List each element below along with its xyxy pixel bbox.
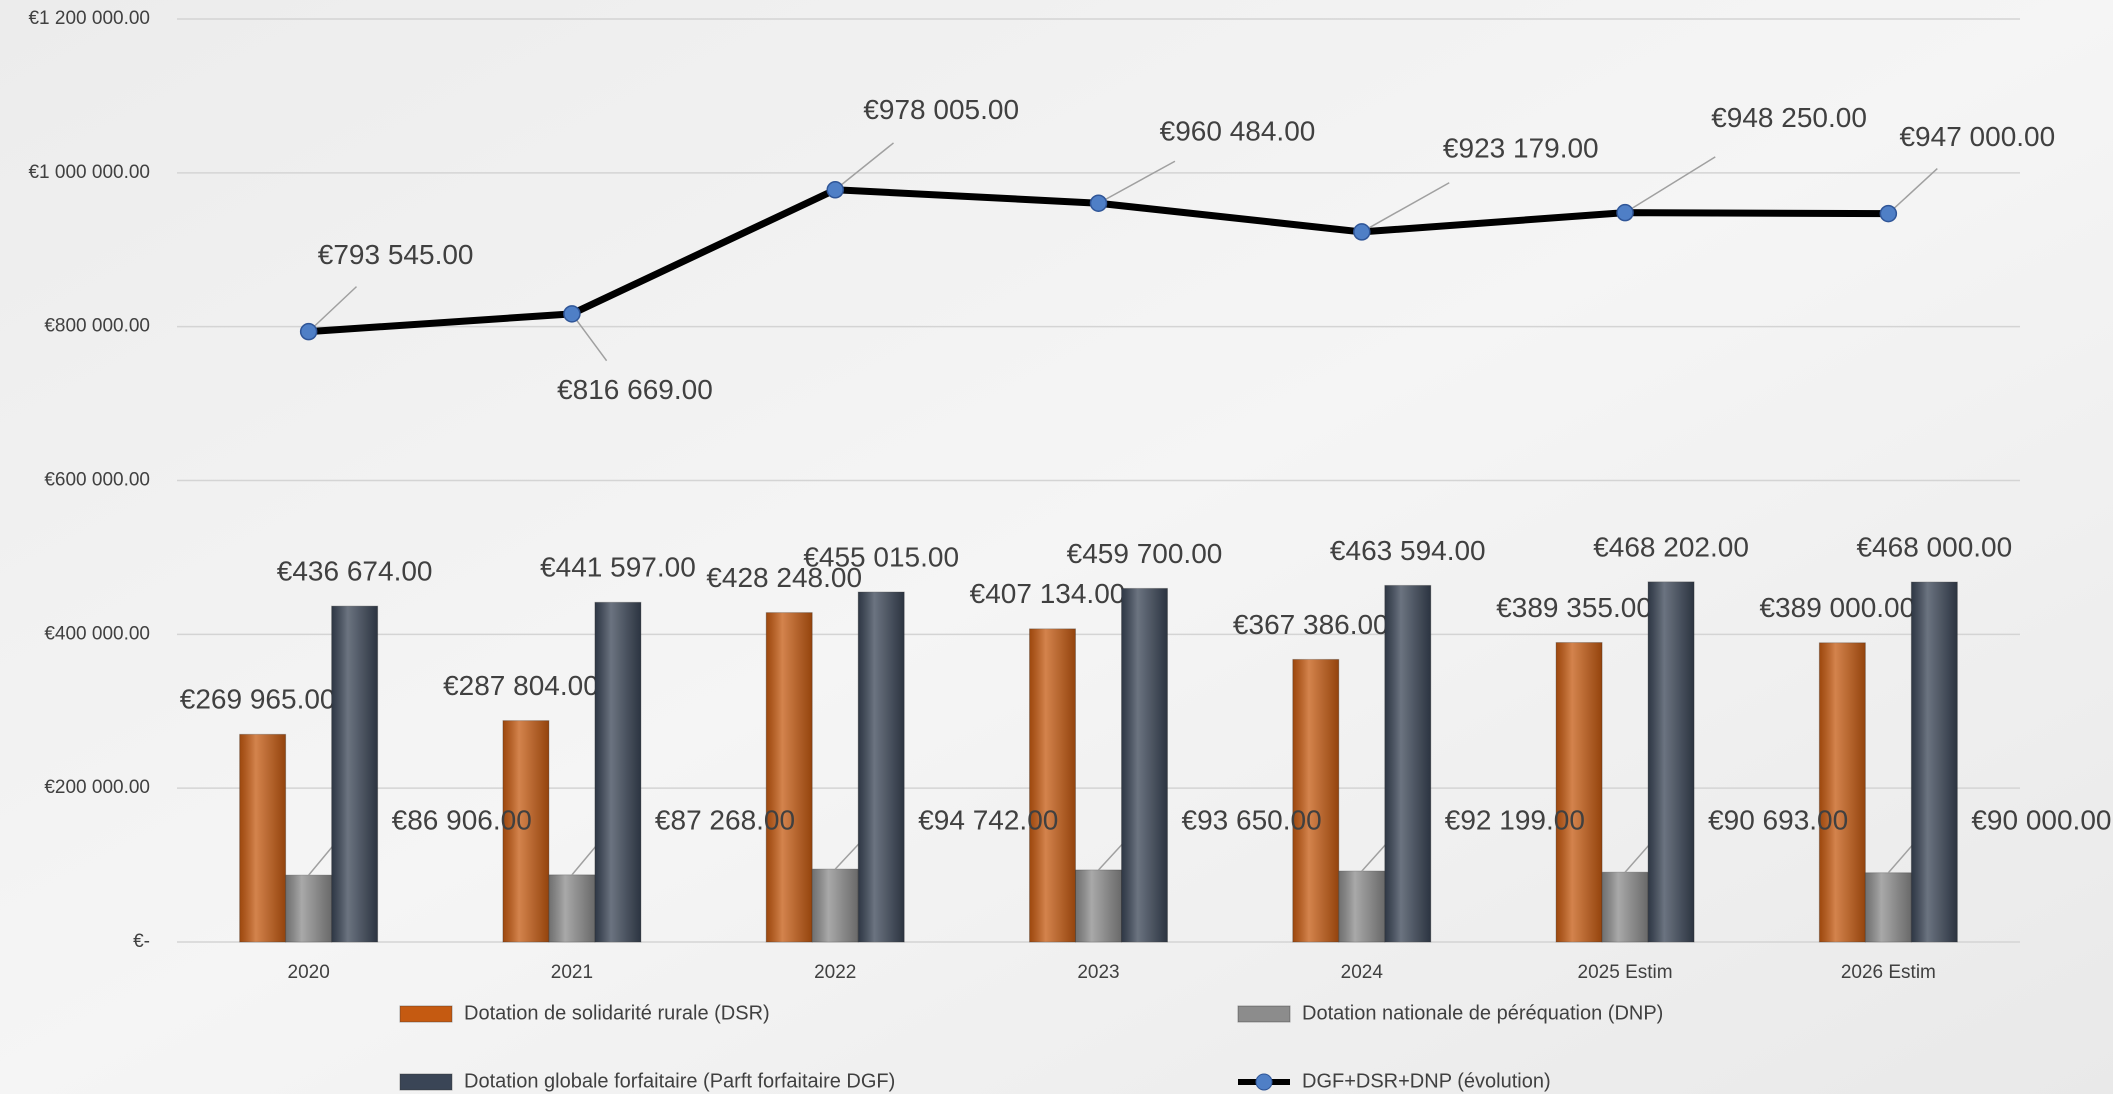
- data-label: €90 693.00: [1708, 804, 1848, 835]
- bar-shine: [1911, 582, 1958, 942]
- bar-shine: [1292, 659, 1339, 942]
- legend-swatch: [399, 1073, 453, 1091]
- y-tick-label: €400 000.00: [44, 623, 150, 644]
- bar-shine: [1075, 869, 1122, 942]
- bar-shine: [1029, 628, 1076, 942]
- bar-shine: [1648, 581, 1695, 942]
- leader-line: [1098, 160, 1176, 204]
- data-label: €978 005.00: [863, 94, 1019, 125]
- data-label: €389 355.00: [1496, 592, 1652, 623]
- data-label: €816 669.00: [557, 374, 713, 405]
- leader-line: [1361, 182, 1450, 233]
- bar-shine: [1602, 872, 1649, 942]
- data-label: €960 484.00: [1160, 116, 1316, 147]
- data-label: €947 000.00: [1899, 121, 2055, 152]
- bar-shine: [331, 606, 378, 942]
- bar-shine: [1819, 642, 1866, 942]
- data-label: €793 545.00: [318, 239, 474, 270]
- x-tick-label: 2026 Estim: [1841, 962, 1936, 983]
- y-tick-label: €800 000.00: [44, 316, 150, 337]
- marker: [563, 305, 581, 323]
- y-tick-label: €-: [133, 931, 150, 952]
- data-label: €463 594.00: [1330, 535, 1486, 566]
- x-tick-label: 2023: [1077, 962, 1119, 983]
- data-label: €436 674.00: [277, 556, 433, 587]
- data-label: €93 650.00: [1182, 804, 1322, 835]
- marker: [826, 181, 844, 199]
- data-label: €94 742.00: [918, 804, 1058, 835]
- legend-marker: [1255, 1073, 1273, 1091]
- bar-shine: [239, 734, 286, 942]
- data-label: €92 199.00: [1445, 804, 1585, 835]
- data-label: €459 700.00: [1067, 538, 1223, 569]
- legend-label: Dotation globale forfaitaire (Parft forf…: [464, 1070, 895, 1092]
- x-tick-label: 2021: [551, 962, 593, 983]
- x-tick-label: 2020: [288, 962, 330, 983]
- x-tick-label: 2024: [1341, 962, 1384, 983]
- data-label: €90 000.00: [1971, 804, 2111, 835]
- data-label: €923 179.00: [1443, 132, 1599, 163]
- legend-label: DGF+DSR+DNP (évolution): [1302, 1070, 1551, 1092]
- y-tick-label: €600 000.00: [44, 470, 150, 491]
- marker: [1879, 204, 1898, 223]
- data-label: €441 597.00: [540, 552, 696, 583]
- marker: [1616, 203, 1634, 222]
- leader-line: [308, 286, 358, 333]
- data-label: €269 965.00: [180, 684, 336, 715]
- bar-shine: [1865, 872, 1912, 942]
- bar-shine: [594, 602, 641, 942]
- bar-shine: [766, 612, 813, 942]
- leader-line: [834, 142, 894, 191]
- data-label: €389 000.00: [1759, 592, 1915, 623]
- x-tick-label: 2025 Estim: [1578, 962, 1673, 983]
- y-tick-label: €200 000.00: [44, 777, 150, 798]
- leader-line: [571, 313, 608, 362]
- bar-shine: [285, 875, 332, 942]
- legend-swatch: [1237, 1005, 1291, 1023]
- marker: [1353, 223, 1371, 241]
- marker: [299, 322, 318, 341]
- data-label: €87 268.00: [655, 804, 795, 835]
- data-label: €948 250.00: [1711, 102, 1867, 133]
- marker: [1089, 194, 1108, 212]
- bar-shine: [1121, 588, 1168, 942]
- data-label: €287 804.00: [443, 670, 599, 701]
- data-label: €428 248.00: [706, 562, 862, 593]
- leader-line: [1887, 168, 1938, 215]
- legend-label: Dotation de solidarité rurale (DSR): [464, 1002, 770, 1024]
- data-label: €86 906.00: [392, 804, 532, 835]
- bar-shine: [548, 874, 595, 942]
- data-label: €468 202.00: [1593, 531, 1749, 562]
- bar-shine: [1556, 642, 1603, 942]
- x-tick-label: 2022: [814, 962, 856, 983]
- y-tick-label: €1 000 000.00: [28, 162, 150, 183]
- y-tick-label: €1 200 000.00: [28, 8, 150, 29]
- data-label: €468 000.00: [1856, 531, 2012, 562]
- data-label: €367 386.00: [1233, 609, 1389, 640]
- data-label: €407 134.00: [970, 578, 1126, 609]
- data-label: €455 015.00: [803, 541, 959, 572]
- bar-shine: [812, 869, 859, 942]
- legend-swatch: [399, 1005, 453, 1023]
- bar-shine: [1384, 585, 1431, 942]
- legend-label: Dotation nationale de péréquation (DNP): [1302, 1002, 1663, 1024]
- bar-shine: [1338, 871, 1385, 942]
- bar-shine: [502, 720, 549, 942]
- bar-shine: [858, 592, 905, 942]
- leader-line: [1624, 156, 1716, 214]
